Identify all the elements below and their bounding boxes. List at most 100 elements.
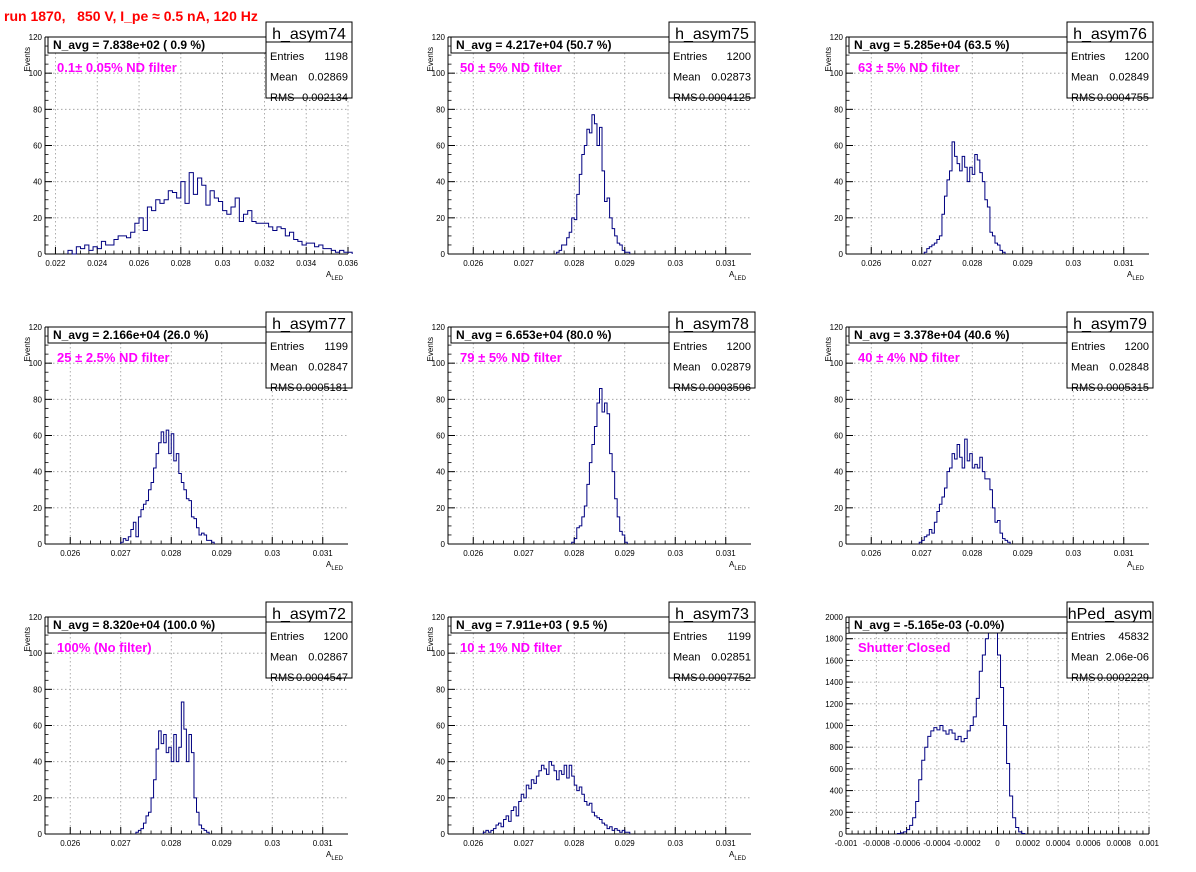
- panel-title: N_avg = 5.285e+04 (63.5 %): [854, 38, 1009, 52]
- y-tick-label: 120: [29, 323, 43, 332]
- y-tick-label: 60: [33, 432, 42, 441]
- histogram-name: h_asym75: [675, 26, 749, 43]
- histogram-series-h_asym73: [482, 761, 631, 834]
- x-tick-label: -0.0004: [923, 839, 951, 848]
- x-axis-label: ALED: [1127, 270, 1145, 282]
- stats-label: Mean: [673, 652, 701, 664]
- x-tick-label: 0.031: [1114, 549, 1135, 558]
- histogram-name: h_asym77: [272, 316, 346, 333]
- x-axis-label-sub: LED: [1132, 566, 1144, 572]
- x-tick-label: 0.027: [514, 839, 535, 848]
- x-tick-label: 0.029: [615, 549, 636, 558]
- stats-value: 1199: [324, 341, 348, 353]
- stats-value: 1200: [1125, 51, 1149, 63]
- x-tick-label: 0.032: [254, 259, 275, 268]
- y-tick-label: 1600: [825, 656, 843, 665]
- x-tick-label: -0.0006: [893, 839, 921, 848]
- stats-label: Entries: [673, 631, 708, 643]
- x-axis-label-sub: LED: [331, 566, 343, 572]
- y-tick-label: 20: [436, 794, 445, 803]
- x-tick-label: 0.03: [215, 259, 231, 268]
- x-axis-label-main: A: [326, 560, 332, 569]
- x-axis-label-sub: LED: [734, 856, 746, 862]
- filter-annotation: 50 ± 5% ND filter: [460, 60, 562, 75]
- stats-label: Entries: [673, 51, 708, 63]
- stats-box: [1066, 311, 1154, 389]
- x-tick-label: 0.027: [111, 549, 132, 558]
- x-tick-label: 0.028: [161, 549, 182, 558]
- x-axis-label-sub: LED: [1132, 276, 1144, 282]
- x-axis-label: ALED: [729, 270, 747, 282]
- stats-value: 1200: [727, 51, 751, 63]
- y-axis-label: Events: [23, 627, 32, 651]
- stats-value: 0.02851: [711, 652, 751, 664]
- histogram-name: h_asym72: [272, 606, 346, 623]
- stats-label: Entries: [270, 51, 305, 63]
- y-tick-label: 80: [436, 685, 445, 694]
- stats-label: Entries: [270, 631, 305, 643]
- y-tick-label: 120: [29, 33, 43, 42]
- x-tick-label: 0.027: [111, 839, 132, 848]
- filter-annotation: 79 ± 5% ND filter: [460, 350, 562, 365]
- stats-label: RMS: [270, 382, 294, 394]
- histogram-series-hPed_asym: [897, 616, 1026, 834]
- y-axis-label: Events: [824, 337, 833, 361]
- x-tick-label: 0.029: [1013, 259, 1034, 268]
- y-axis-label: Events: [23, 47, 32, 71]
- x-axis-label-main: A: [729, 270, 735, 279]
- y-axis-label: Events: [824, 47, 833, 71]
- stats-value: 1200: [1125, 341, 1149, 353]
- stats-value: 0.0004755: [1097, 92, 1149, 104]
- y-tick-label: 100: [830, 359, 844, 368]
- x-tick-label: 0.026: [861, 549, 882, 558]
- stats-value: 0.0005181: [296, 382, 348, 394]
- y-tick-label: 600: [830, 765, 844, 774]
- histogram-series-h_asym75: [556, 114, 631, 254]
- y-tick-label: 120: [830, 33, 844, 42]
- x-tick-label: 0.031: [716, 839, 737, 848]
- filter-annotation: 10 ± 1% ND filter: [460, 640, 562, 655]
- y-tick-label: 120: [432, 33, 446, 42]
- y-tick-label: 60: [834, 432, 843, 441]
- y-tick-label: 80: [436, 395, 445, 404]
- histogram-name: h_asym78: [675, 316, 749, 333]
- x-axis-label: ALED: [326, 270, 344, 282]
- y-tick-label: 20: [33, 214, 42, 223]
- x-tick-label: 0.001: [1139, 839, 1160, 848]
- stats-label: RMS: [1071, 672, 1095, 684]
- x-tick-label: 0.029: [615, 839, 636, 848]
- histogram-series-h_asym74: [67, 172, 353, 255]
- x-tick-label: 0.026: [861, 259, 882, 268]
- x-tick-label: 0.028: [962, 549, 983, 558]
- x-tick-label: 0.031: [716, 549, 737, 558]
- stats-value: 0.0004547: [296, 672, 348, 684]
- histogram-name: h_asym73: [675, 606, 749, 623]
- stats-box: [668, 601, 756, 679]
- x-tick-label: 0.022: [45, 259, 66, 268]
- x-axis-label: ALED: [326, 850, 344, 862]
- stats-value: 1198: [324, 51, 348, 63]
- stats-label: Mean: [1071, 72, 1099, 84]
- y-tick-label: 100: [432, 359, 446, 368]
- histogram-panel-h_asym75: 0.026 0.027 0.028 0.029 0.03 0.031 0 20 40 60 80 10…: [426, 21, 756, 282]
- x-tick-label: 0.029: [212, 549, 233, 558]
- x-axis-label: ALED: [729, 560, 747, 572]
- histogram-name: h_asym79: [1073, 316, 1147, 333]
- x-tick-label: 0.031: [1114, 259, 1135, 268]
- histogram-panel-h_asym77: 0.026 0.027 0.028 0.029 0.03 0.031 0 20 40 60 80 10…: [23, 311, 353, 572]
- filter-annotation: Shutter Closed: [858, 640, 951, 655]
- y-tick-label: 100: [29, 649, 43, 658]
- y-tick-label: 120: [29, 613, 43, 622]
- x-tick-label: 0.03: [667, 549, 683, 558]
- x-tick-label: 0.027: [912, 549, 933, 558]
- stats-box: [668, 21, 756, 99]
- y-axis-label: Events: [23, 337, 32, 361]
- x-axis-label-sub: LED: [734, 566, 746, 572]
- stats-value: 0.02879: [711, 362, 751, 374]
- stats-value: 0.0002229: [1097, 672, 1149, 684]
- x-tick-label: 0.034: [296, 259, 317, 268]
- y-tick-label: 20: [834, 214, 843, 223]
- x-tick-label: 0.03: [1065, 549, 1081, 558]
- x-tick-label: 0.0008: [1106, 839, 1131, 848]
- stats-label: Mean: [270, 362, 298, 374]
